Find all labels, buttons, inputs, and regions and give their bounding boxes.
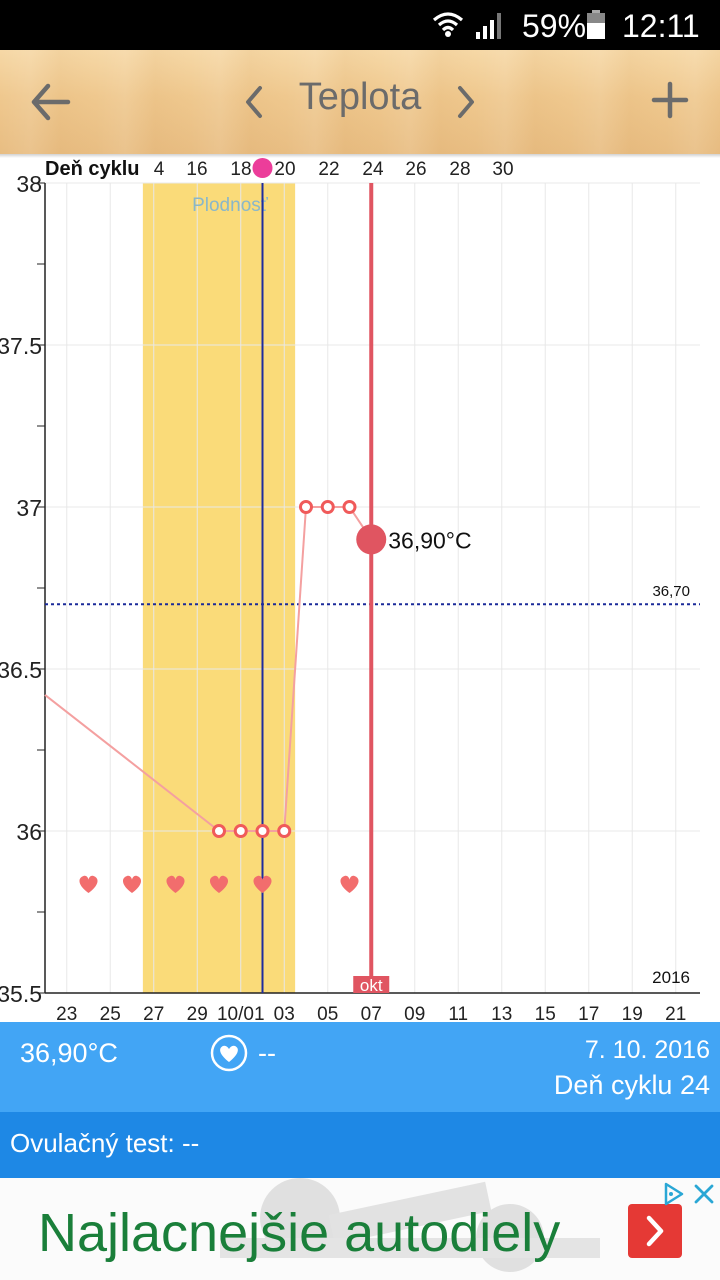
arrow-left-icon [31, 83, 71, 121]
x-tick-label: 09 [404, 1004, 425, 1022]
ad-background-image [220, 1178, 600, 1272]
ovulation-test-bar[interactable]: Ovulačný test: -- [0, 1112, 720, 1178]
x-tick-label: 21 [665, 1004, 686, 1022]
next-button[interactable] [452, 80, 480, 124]
temperature-point [277, 824, 292, 838]
chevron-left-icon [246, 86, 262, 118]
year-label: 2016 [652, 968, 690, 987]
y-tick-label: 37.5 [0, 333, 42, 359]
battery-percent: 59% [522, 8, 587, 44]
header-shadow [0, 154, 720, 158]
heart-icon [210, 1034, 248, 1072]
fertile-window [142, 183, 296, 993]
adchoices-icon[interactable] [660, 1180, 688, 1208]
wood-texture [0, 50, 720, 154]
heart-icon [122, 875, 142, 893]
ad-banner[interactable]: Najlacnejšie autodiely [0, 1178, 720, 1280]
y-tick-label: 37 [16, 495, 42, 521]
y-tick-label: 36.5 [0, 657, 42, 683]
status-bar: 59% 12:11 [0, 0, 720, 50]
current-temperature-point [356, 524, 387, 555]
back-button[interactable] [26, 78, 74, 126]
temperature-point [320, 500, 335, 514]
x-tick-label: 03 [274, 1004, 295, 1022]
temperature-chart[interactable]: 38 37.5 37 36.5 36 35.5 23 25 27 29 10/01 03 05 07 09 1… [0, 156, 720, 1022]
heart-icon [166, 875, 185, 893]
heart-icon [209, 875, 229, 893]
battery-icon [587, 10, 605, 39]
x-tick-label: 19 [622, 1004, 643, 1022]
ad-headline[interactable]: Najlacnejšie autodiely [38, 1203, 561, 1263]
temperature-point [255, 824, 270, 838]
cycle-tick-label: 28 [449, 159, 470, 180]
current-temperature-label: 36,90°C [388, 527, 471, 553]
cycle-tick-label: 22 [318, 159, 339, 180]
ovulation-marker [252, 158, 273, 178]
x-tick-label: 07 [361, 1004, 382, 1022]
selected-date: 7. 10. 2016 [584, 1036, 710, 1064]
y-tick-label: 38 [16, 171, 42, 197]
heart-icon [340, 875, 359, 893]
x-tick-label: 29 [187, 1004, 208, 1022]
intercourse-value: -- [258, 1038, 276, 1068]
clock: 12:11 [622, 8, 700, 44]
x-tick-label: 25 [100, 1004, 121, 1022]
heart-icon [79, 875, 98, 893]
cycle-tick-label: 20 [274, 159, 295, 180]
signal-icon [476, 13, 501, 39]
ad-open-button[interactable] [628, 1204, 682, 1258]
plus-icon [651, 81, 689, 119]
x-tick-label: 10/01 [217, 1004, 265, 1022]
temperature-point [299, 500, 313, 514]
cycle-tick-label: 24 [362, 159, 384, 180]
chevron-right-icon [646, 1215, 664, 1247]
wifi-icon [432, 12, 464, 37]
day-info-bar[interactable]: 36,90°C -- 7. 10. 2016 Deň cyklu 24 [0, 1022, 720, 1112]
cycle-tick-label: 4 [154, 159, 165, 180]
temperature-point [233, 824, 248, 838]
x-tick-label: 17 [578, 1004, 599, 1022]
fertile-label: Plodnosť [192, 195, 269, 216]
close-icon[interactable] [690, 1180, 718, 1208]
y-tick-label: 36 [16, 819, 42, 845]
chevron-right-icon [458, 86, 474, 118]
app-header: Teplota [0, 50, 720, 154]
add-button[interactable] [648, 78, 692, 122]
heart-icon [253, 875, 272, 893]
x-tick-label: 27 [143, 1004, 164, 1022]
ovulation-test-label: Ovulačný test: -- [10, 1128, 200, 1158]
x-tick-label: 23 [56, 1004, 77, 1022]
cycle-tick-label: 30 [492, 159, 513, 180]
x-tick-label: 11 [448, 1004, 468, 1022]
selected-temperature: 36,90°C [20, 1038, 118, 1068]
month-tag-bg [353, 976, 390, 993]
temperature-point [212, 824, 226, 838]
cycle-tick-label: 26 [405, 159, 426, 180]
cycle-tick-label: 18 [230, 159, 251, 180]
y-tick-label: 35.5 [0, 981, 42, 1007]
temperature-point [342, 500, 357, 514]
cycle-tick-label: 16 [186, 159, 207, 180]
cycle-day: Deň cyklu 24 [553, 1070, 710, 1100]
coverline-label: 36,70 [652, 583, 690, 600]
x-tick-label: 05 [317, 1004, 338, 1022]
x-tick-label: 15 [535, 1004, 556, 1022]
cycle-day-label: Deň cyklu [45, 158, 139, 180]
month-label: okt [360, 976, 383, 995]
x-tick-label: 13 [491, 1004, 512, 1022]
prev-button[interactable] [240, 80, 268, 124]
page-title: Teplota [298, 76, 422, 118]
